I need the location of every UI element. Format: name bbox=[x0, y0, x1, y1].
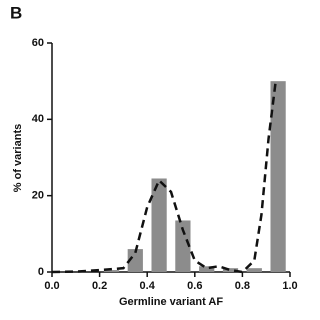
x-tick-label: 0.8 bbox=[235, 280, 250, 292]
x-tick-label: 0.2 bbox=[92, 280, 107, 292]
bar bbox=[127, 249, 143, 272]
y-tick-label: 20 bbox=[32, 190, 44, 202]
density-line bbox=[51, 81, 277, 274]
y-axis-label: % of variants bbox=[12, 124, 24, 192]
x-tick-label: 1.0 bbox=[282, 280, 297, 292]
bar bbox=[103, 270, 120, 272]
x-tick-label: 0.6 bbox=[187, 280, 202, 292]
bar bbox=[199, 266, 215, 272]
y-tick-label: 60 bbox=[32, 37, 44, 49]
y-tick-label: 40 bbox=[32, 113, 44, 125]
x-axis-label: Germline variant AF bbox=[119, 296, 223, 308]
bar bbox=[175, 220, 191, 272]
x-tick-label: 0.0 bbox=[44, 280, 59, 292]
panel-label: B bbox=[10, 3, 22, 22]
bar bbox=[151, 178, 167, 272]
bar bbox=[270, 81, 286, 273]
bar bbox=[246, 268, 262, 272]
y-tick-label: 0 bbox=[38, 266, 44, 278]
x-tick-label: 0.4 bbox=[140, 280, 156, 292]
bar bbox=[222, 268, 239, 272]
